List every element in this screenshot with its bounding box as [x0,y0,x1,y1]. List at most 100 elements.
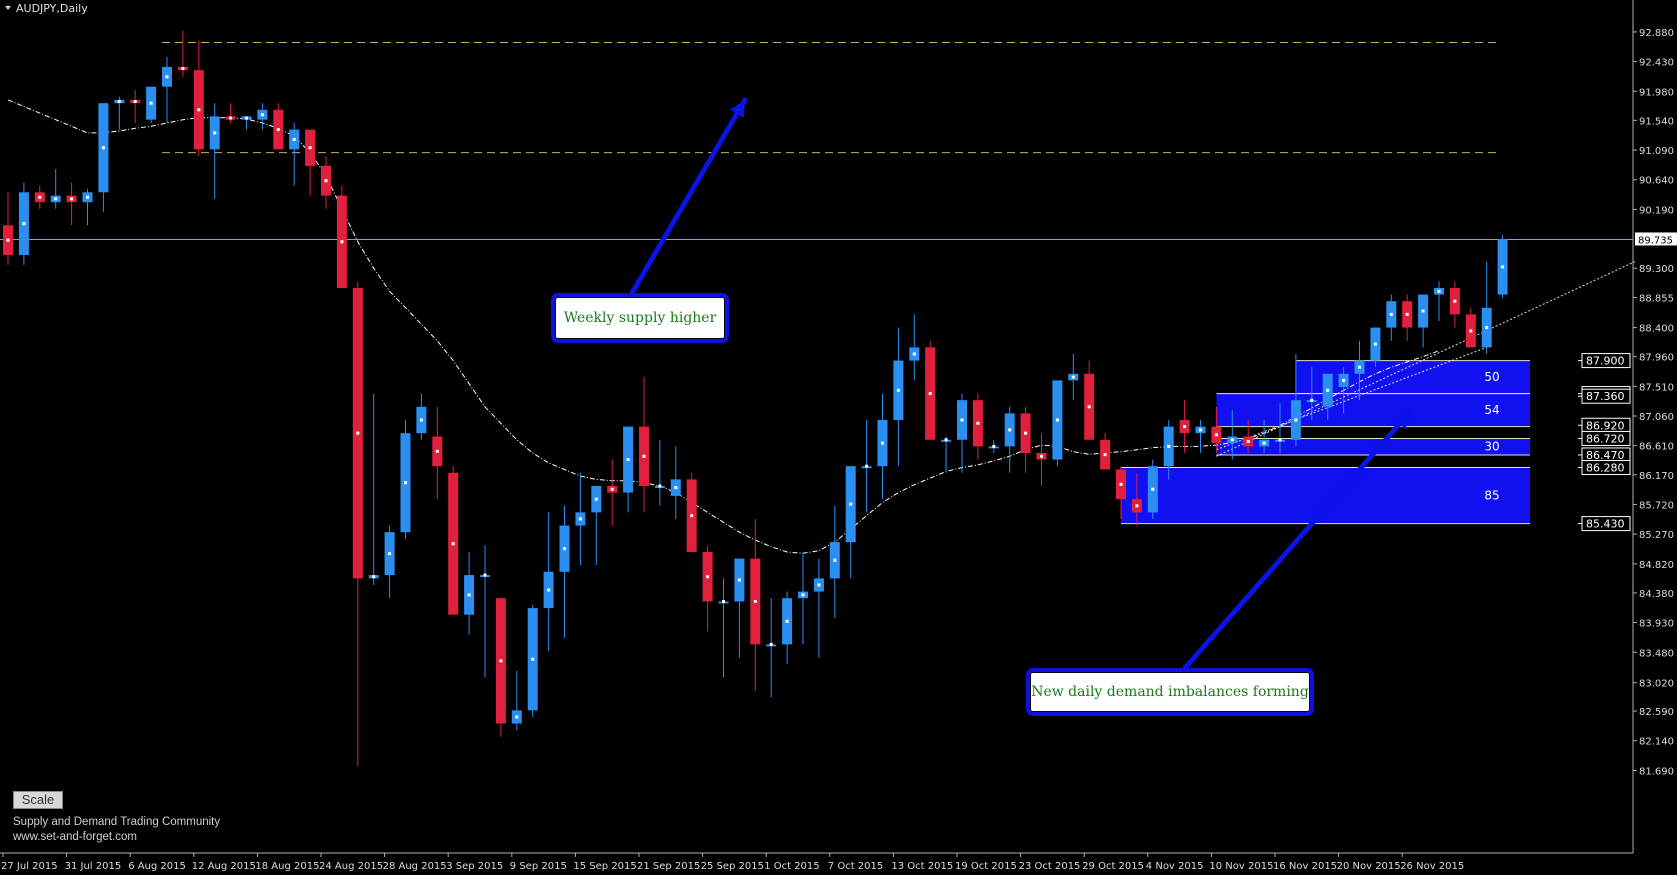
y-tick-label-22: 83.020 [1639,679,1674,690]
candle-marker-3 [54,197,58,201]
candle-marker-40 [642,454,646,458]
demand-zone-strength-2: 30 [1484,440,1499,454]
y-tick-label-15: 86.170 [1639,471,1674,482]
zone-price-label-2: 87.360 [1586,390,1625,403]
y-tick-label-25: 81.690 [1639,766,1674,777]
candle-marker-68 [1087,405,1091,409]
x-tick-label-7: 3 Sep 2015 [446,861,503,872]
y-tick-label-13: 87.060 [1639,412,1674,423]
candle-marker-19 [308,146,312,150]
x-tick-label-22: 26 Nov 2015 [1400,861,1464,872]
zone-price-label-3: 86.920 [1586,419,1625,432]
candle-marker-16 [260,113,264,117]
y-tick-label-10: 88.400 [1639,324,1674,335]
x-tick-label-1: 31 Jul 2015 [65,861,122,872]
zone-price-labels-layer: 87.90087.40087.36086.92086.72086.47086.2… [1578,353,1631,532]
y-tick-label-20: 83.930 [1639,619,1674,630]
y-tick-label-24: 82.140 [1639,737,1674,748]
x-tick-label-2: 6 Aug 2015 [128,861,186,872]
candle-marker-28 [451,542,455,546]
candle-marker-9 [149,101,153,105]
candle-marker-53 [849,502,853,506]
candle-marker-4 [70,197,74,201]
candle-marker-24 [388,552,392,556]
candle-marker-91 [1453,299,1457,303]
candle-marker-56 [896,388,900,392]
candle-marker-37 [594,497,598,501]
demand-zone-1 [1216,393,1530,427]
candle-marker-33 [531,657,535,661]
y-tick-label-0: 92.880 [1639,28,1674,39]
y-tick-label-19: 84.380 [1639,589,1674,600]
candle-marker-36 [578,517,582,521]
x-tick-label-8: 9 Sep 2015 [510,861,567,872]
trendline-lower [1216,346,1487,451]
candle-marker-43 [690,514,694,518]
candle-marker-71 [1135,504,1139,508]
candle-marker-15 [245,116,248,120]
zone-price-box-2 [1581,388,1631,404]
candle-marker-87 [1389,312,1393,316]
y-tick-label-9: 88.855 [1639,294,1674,305]
candle-marker-64 [1024,431,1028,435]
x-tick-label-19: 10 Nov 2015 [1209,861,1273,872]
x-tick-label-15: 19 Oct 2015 [955,861,1017,872]
candle-marker-81 [1294,418,1298,422]
candle-marker-52 [833,558,837,562]
x-tick-label-9: 15 Sep 2015 [573,861,636,872]
y-tick-label-6: 90.190 [1639,205,1674,216]
x-tick-label-4: 18 Aug 2015 [255,861,319,872]
demand-zone-0 [1295,360,1530,394]
x-tick-label-20: 16 Nov 2015 [1273,861,1337,872]
daily-demand-callout-text: New daily demand imbalances forming [1031,684,1309,700]
scale-button[interactable]: Scale [13,791,63,809]
candle-marker-46 [737,578,741,582]
y-tick-label-1: 92.430 [1639,58,1674,69]
y-tick-label-21: 83.480 [1639,648,1674,659]
x-tick-label-3: 12 Aug 2015 [192,861,256,872]
candle-marker-57 [912,352,916,356]
y-tick-label-23: 82.590 [1639,707,1674,718]
dropdown-triangle-icon[interactable] [5,6,11,10]
y-tick-label-2: 91.980 [1639,87,1674,98]
candle-marker-14 [229,116,233,120]
candle-marker-47 [753,599,757,603]
candle-marker-8 [133,100,137,104]
candle-marker-30 [483,573,487,577]
candle-marker-82 [1310,398,1314,402]
y-tick-label-16: 85.720 [1639,500,1674,511]
zone-price-label-5: 86.470 [1586,449,1625,462]
candle-marker-61 [976,421,980,425]
candle-marker-12 [197,108,201,112]
trendline-upper [1216,261,1636,457]
x-tick-label-5: 24 Aug 2015 [319,861,383,872]
candle-marker-26 [419,418,423,422]
y-tick-label-11: 87.960 [1639,353,1674,364]
candle-marker-67 [1071,375,1075,379]
candle-marker-63 [1008,428,1012,432]
footer-website-text: www.set-and-forget.com [13,831,137,843]
candle-marker-60 [960,418,964,422]
candle-marker-65 [1040,454,1043,458]
candle-marker-1 [22,222,26,226]
zone-price-label-4: 86.720 [1586,432,1625,445]
candle-marker-22 [356,431,360,435]
zone-price-box-6 [1581,460,1631,475]
x-tick-label-18: 4 Nov 2015 [1146,861,1204,872]
candle-marker-94 [1501,265,1505,269]
y-tick-label-18: 84.820 [1639,560,1674,571]
x-tick-label-14: 13 Oct 2015 [891,861,953,872]
y-tick-label-17: 85.270 [1639,530,1674,541]
candle-marker-6 [101,146,105,150]
y-tick-label-3: 91.540 [1639,116,1674,127]
candle-marker-90 [1437,289,1441,293]
x-tick-label-6: 28 Aug 2015 [383,861,447,872]
candle-marker-69 [1103,453,1107,457]
x-tick-label-12: 1 Oct 2015 [764,861,819,872]
candle-marker-58 [928,392,932,396]
candle-marker-79 [1262,441,1266,445]
daily-demand-arrow-head [1393,412,1410,430]
symbol-title: AUDJPY,Daily [5,2,88,15]
